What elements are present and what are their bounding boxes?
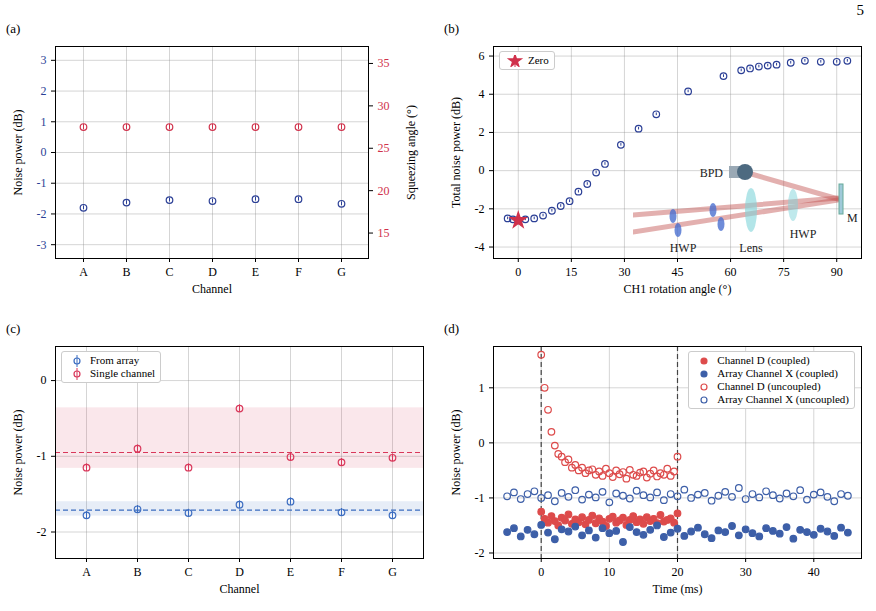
svg-text:CH1 rotation angle (°): CH1 rotation angle (°) (624, 282, 732, 296)
svg-text:2: 2 (479, 125, 485, 139)
html-text:Array Channel X (uncoupled): Array Channel X (uncoupled) (717, 393, 849, 405)
svg-text:0: 0 (515, 265, 521, 279)
svg-text:20: 20 (378, 184, 390, 198)
svg-text:C: C (184, 565, 192, 579)
svg-text:E: E (252, 265, 259, 279)
svg-text:F: F (338, 565, 345, 579)
svg-text:90: 90 (831, 265, 843, 279)
svg-text:-1: -1 (475, 491, 485, 505)
svg-text:Squeezing angle (°): Squeezing angle (°) (404, 105, 418, 200)
html-text:(d): (d) (444, 321, 460, 336)
html-text:Zero: Zero (528, 54, 549, 66)
svg-text:0: 0 (41, 373, 47, 387)
svg-text:30: 30 (378, 99, 390, 113)
svg-text:HWP: HWP (670, 241, 697, 255)
svg-text:2: 2 (41, 84, 47, 98)
html-text:Array Channel X (coupled): Array Channel X (coupled) (717, 367, 838, 379)
svg-text:Channel: Channel (192, 282, 233, 296)
svg-text:M: M (847, 211, 858, 225)
html-text:Single channel: Single channel (90, 367, 156, 379)
svg-text:Noise power (dB): Noise power (dB) (11, 110, 25, 196)
svg-text:-3: -3 (37, 238, 47, 252)
html-text:Channel D (uncoupled): Channel D (uncoupled) (717, 380, 821, 392)
svg-text:Noise power (dB): Noise power (dB) (449, 410, 463, 496)
svg-text:A: A (79, 265, 88, 279)
svg-text:D: D (235, 565, 244, 579)
html-text:(a): (a) (6, 21, 21, 36)
svg-text:4: 4 (479, 87, 485, 101)
svg-text:A: A (82, 565, 91, 579)
svg-text:20: 20 (672, 565, 684, 579)
svg-text:0: 0 (479, 163, 485, 177)
svg-text:F: F (295, 265, 302, 279)
svg-text:Lens: Lens (739, 241, 763, 255)
svg-text:30: 30 (618, 265, 630, 279)
html-text:(b): (b) (444, 21, 460, 36)
svg-text:BPD: BPD (700, 166, 724, 180)
svg-text:G: G (388, 565, 397, 579)
html-text:Channel D (coupled): Channel D (coupled) (717, 354, 810, 366)
svg-text:Time (ms): Time (ms) (653, 582, 703, 596)
svg-text:35: 35 (378, 56, 390, 70)
svg-text:C: C (165, 265, 173, 279)
svg-text:Noise power (dB): Noise power (dB) (11, 410, 25, 496)
svg-text:D: D (208, 265, 217, 279)
svg-text:-2: -2 (475, 202, 485, 216)
svg-text:-1: -1 (37, 176, 47, 190)
svg-text:0: 0 (538, 565, 544, 579)
svg-text:B: B (133, 565, 141, 579)
svg-text:Channel: Channel (220, 582, 261, 596)
svg-text:45: 45 (672, 265, 684, 279)
svg-text:1: 1 (41, 115, 47, 129)
svg-text:30: 30 (740, 565, 752, 579)
svg-text:Total noise power (dB): Total noise power (dB) (449, 97, 463, 208)
svg-text:6: 6 (479, 49, 485, 63)
svg-text:25: 25 (378, 141, 390, 155)
svg-text:40: 40 (808, 565, 820, 579)
html-text:From array: From array (90, 354, 140, 366)
svg-text:HWP: HWP (790, 227, 817, 241)
svg-text:E: E (287, 565, 294, 579)
svg-text:60: 60 (725, 265, 737, 279)
svg-text:15: 15 (378, 226, 390, 240)
html-text:(c): (c) (6, 321, 21, 336)
svg-text:3: 3 (41, 53, 47, 67)
svg-text:-2: -2 (37, 525, 47, 539)
svg-text:G: G (337, 265, 346, 279)
svg-text:10: 10 (603, 565, 615, 579)
svg-text:0: 0 (479, 436, 485, 450)
svg-text:-2: -2 (37, 207, 47, 221)
svg-text:75: 75 (778, 265, 790, 279)
svg-text:-2: -2 (475, 546, 485, 560)
svg-text:B: B (122, 265, 130, 279)
svg-text:1: 1 (479, 381, 485, 395)
svg-text:15: 15 (565, 265, 577, 279)
svg-text:-1: -1 (37, 449, 47, 463)
svg-text:0: 0 (41, 145, 47, 159)
html-text:5: 5 (856, 2, 864, 18)
svg-text:-4: -4 (475, 240, 485, 254)
